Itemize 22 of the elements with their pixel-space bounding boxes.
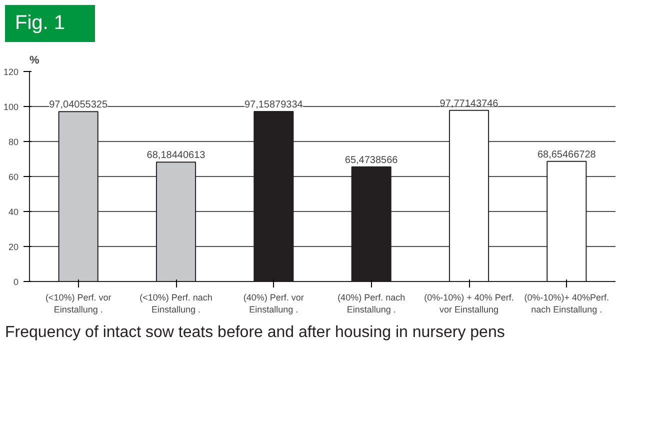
x-tick-label: (<10%) Perf. nach Einstallung . [140, 292, 212, 314]
y-tick-label: 0 [13, 276, 19, 287]
x-tick-label: (0%-10%)+ 40%Perf. nach Einstallung . [524, 292, 610, 314]
data-label: 97,15879334 [244, 99, 304, 110]
y-axis-title: % [30, 54, 40, 66]
data-label: 97,04055325 [49, 99, 108, 110]
y-tick-label: 60 [8, 172, 19, 182]
data-label: 65,4738566 [344, 154, 398, 166]
y-tick-label: 100 [3, 102, 19, 112]
text: Frequency of intact sow teats before and after housing in nursery pens [5, 322, 505, 343]
x-tick-label: (40%) Perf. nach Einstallung . [338, 292, 406, 314]
data-label: 68,65466728 [537, 148, 596, 160]
y-tick-label: 40 [8, 206, 19, 217]
x-tick-label: (0%-10%) + 40% Perf. vor Einstallung [424, 292, 514, 314]
y-tick-label: 20 [8, 242, 19, 252]
y-tick-label: 120 [3, 66, 19, 77]
chart-title: Fig. 1 [15, 11, 66, 36]
x-tick-label: (40%) Perf. vor Einstallung . [243, 292, 304, 314]
data-label: 68,18440613 [146, 150, 206, 161]
y-tick-label: 80 [8, 136, 19, 147]
x-tick-label: (<10%) Perf. vor Einstallung . [45, 292, 112, 314]
data-label: 97,77143746 [440, 98, 499, 109]
